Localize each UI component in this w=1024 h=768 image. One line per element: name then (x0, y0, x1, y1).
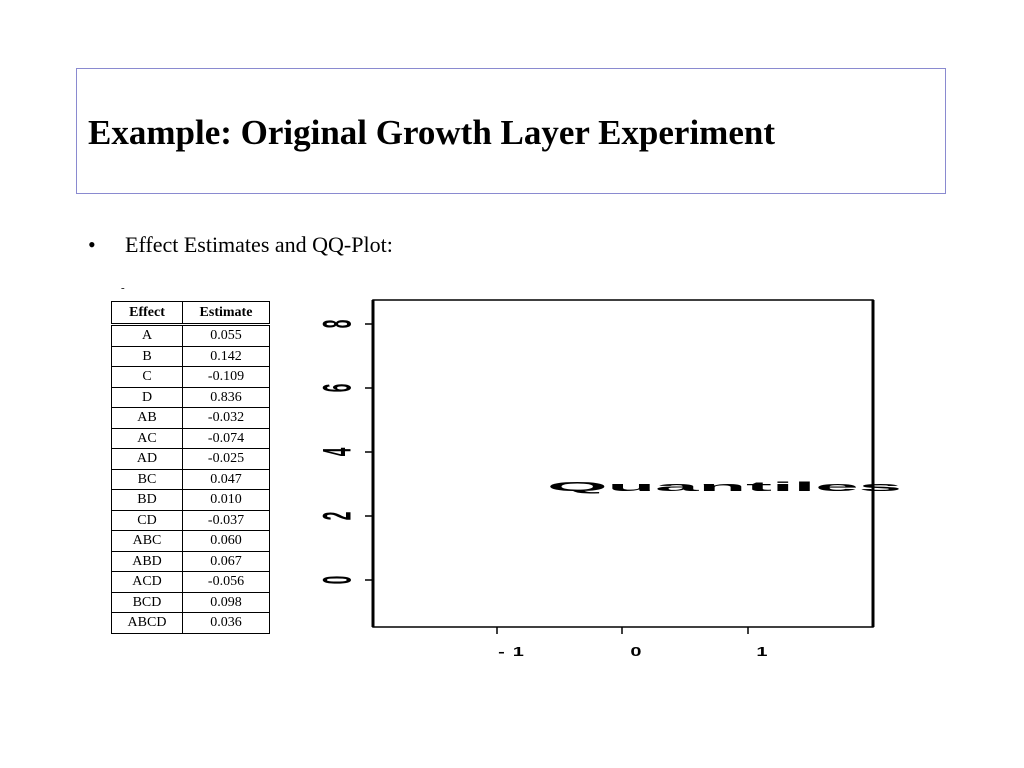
stray-mark: - (121, 282, 125, 294)
table-row: BD 0.010 (111, 489, 270, 511)
estimate-cell: 0.142 (182, 345, 270, 367)
x-axis-label: Quantiles (547, 480, 902, 495)
x-tick-label: -1 (498, 644, 532, 659)
table-row: AC -0.074 (111, 427, 270, 449)
x-tick-label: 1 (756, 644, 775, 659)
qq-plot: 0 2 4 6 8 -1 0 1 Quantiles (316, 299, 902, 659)
table-row: C -0.109 (111, 366, 270, 388)
bullet-text: Effect Estimates and QQ-Plot: (125, 232, 393, 257)
table-header-row: Effect Estimate (111, 301, 270, 326)
estimate-cell: 0.036 (182, 612, 270, 634)
table-row: BC 0.047 (111, 468, 270, 490)
y-tick-label: 0 (316, 576, 359, 585)
effect-cell: ABD (111, 550, 183, 572)
effect-cell: ACD (111, 571, 183, 593)
estimate-cell: 0.055 (182, 324, 270, 347)
y-tick-label: 6 (316, 384, 359, 393)
estimate-cell: -0.074 (182, 427, 270, 449)
column-header-estimate: Estimate (182, 301, 270, 326)
table-row: D 0.836 (111, 386, 270, 408)
table-body: A 0.055 B 0.142 C -0.109 D 0.836 AB -0.032 AC -0.07… (111, 324, 270, 634)
estimate-cell: -0.025 (182, 448, 270, 470)
y-tick-label: 4 (316, 448, 359, 457)
effects-table: Effect Estimate A 0.055 B 0.142 C -0.109 D 0.83… (111, 301, 270, 634)
y-tick-label: 8 (316, 320, 359, 329)
slide-title: Example: Original Growth Layer Experimen… (88, 113, 775, 152)
table-row: CD -0.037 (111, 509, 270, 531)
effect-cell: AD (111, 448, 183, 470)
table-row: ABC 0.060 (111, 530, 270, 552)
estimate-cell: -0.109 (182, 366, 270, 388)
effect-cell: AB (111, 407, 183, 429)
effect-cell: C (111, 366, 183, 388)
table-row: ACD -0.056 (111, 571, 270, 593)
estimate-cell: -0.037 (182, 509, 270, 531)
effect-cell: D (111, 386, 183, 408)
estimate-cell: 0.098 (182, 591, 270, 613)
estimate-cell: -0.056 (182, 571, 270, 593)
table-row: AB -0.032 (111, 407, 270, 429)
effect-cell: ABC (111, 530, 183, 552)
estimate-cell: 0.836 (182, 386, 270, 408)
title-box: Example: Original Growth Layer Experimen… (76, 68, 946, 194)
estimate-cell: 0.060 (182, 530, 270, 552)
effect-cell: A (111, 324, 183, 347)
x-tick-label: 0 (630, 644, 649, 659)
x-axis-ticks: -1 0 1 (496, 627, 775, 659)
effect-cell: B (111, 345, 183, 367)
effect-cell: BD (111, 489, 183, 511)
table-row: AD -0.025 (111, 448, 270, 470)
effect-cell: CD (111, 509, 183, 531)
table-row: BCD 0.098 (111, 591, 270, 613)
effect-cell: BCD (111, 591, 183, 613)
estimate-cell: 0.010 (182, 489, 270, 511)
bullet-item: • Effect Estimates and QQ-Plot: (88, 232, 393, 258)
column-header-effect: Effect (111, 301, 183, 326)
bullet-icon: • (88, 232, 96, 257)
table-row: B 0.142 (111, 345, 270, 367)
y-tick-label: 2 (316, 512, 359, 521)
table-row: ABCD 0.036 (111, 612, 270, 634)
plot-frame (372, 299, 874, 628)
estimate-cell: 0.047 (182, 468, 270, 490)
effect-cell: ABCD (111, 612, 183, 634)
estimate-cell: 0.067 (182, 550, 270, 572)
effect-cell: BC (111, 468, 183, 490)
table-row: A 0.055 (111, 324, 270, 347)
effect-cell: AC (111, 427, 183, 449)
estimate-cell: -0.032 (182, 407, 270, 429)
table-row: ABD 0.067 (111, 550, 270, 572)
y-axis-ticks: 0 2 4 6 8 (316, 320, 373, 585)
